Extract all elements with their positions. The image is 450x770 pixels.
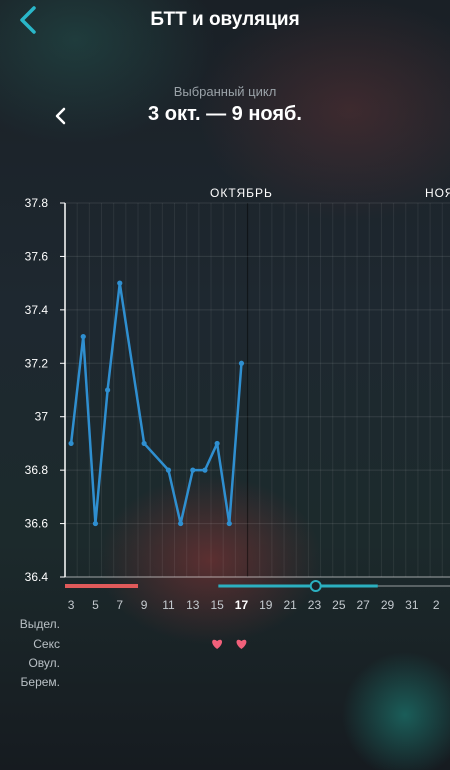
sex-marks	[212, 639, 247, 649]
data-point	[214, 440, 220, 447]
page-title: БТТ и овуляция	[150, 9, 300, 30]
cycle-range: 3 окт. — 9 нояб.	[148, 103, 302, 125]
y-tick-label: 37.6	[25, 249, 49, 263]
prev-cycle-chevron-icon[interactable]	[50, 104, 72, 128]
data-point	[238, 360, 245, 366]
month-labels: ОКТЯБРЬ НОЯ	[210, 186, 450, 200]
x-tick-label: 29	[381, 598, 395, 612]
x-tick-label: 15	[210, 598, 224, 612]
x-tick-label: 19	[259, 598, 273, 612]
y-tick-label: 37.2	[25, 356, 49, 370]
heart-icon	[212, 639, 223, 649]
data-point	[68, 440, 74, 447]
chart-grid	[64, 202, 450, 578]
today-marker	[309, 580, 322, 592]
back-chevron-icon[interactable]	[14, 4, 44, 36]
x-tick-label: 11	[162, 598, 175, 612]
data-point	[178, 520, 184, 527]
month-label: НОЯ	[425, 186, 450, 200]
cycle-bars	[65, 580, 450, 592]
x-axis: 3 5 7 9 11 13 15 17 19 21 23 25 27 29 31 2	[68, 598, 440, 612]
month-label: ОКТЯБРЬ	[210, 186, 273, 200]
series-line	[69, 281, 243, 525]
legend-pregnancy: Берем.	[20, 675, 60, 689]
heart-icon	[236, 639, 247, 649]
y-tick-label: 37.4	[25, 303, 49, 317]
data-point	[190, 467, 196, 473]
x-tick-label: 3	[68, 598, 75, 612]
y-tick-label: 36.6	[25, 517, 49, 531]
data-point	[80, 333, 86, 340]
x-tick-label: 21	[283, 598, 297, 612]
x-tick-label: 13	[186, 598, 200, 612]
cycle-caption: Выбранный цикл	[173, 84, 277, 99]
x-tick-label: 2	[433, 598, 440, 612]
data-point	[165, 467, 172, 473]
legend-ovulation: Овул.	[28, 656, 60, 670]
x-tick-label: 25	[332, 598, 346, 612]
y-tick-label: 36.8	[25, 463, 49, 477]
data-point	[117, 280, 123, 286]
data-point	[226, 520, 232, 527]
x-tick-label: 17	[235, 598, 249, 612]
y-tick-label: 37	[35, 410, 49, 424]
x-tick-label: 31	[405, 598, 419, 612]
x-tick-label: 9	[141, 598, 148, 612]
y-tick-label: 37.8	[25, 196, 49, 210]
x-tick-label: 7	[116, 598, 123, 612]
x-tick-label: 5	[92, 598, 99, 612]
temperature-series	[68, 280, 245, 527]
x-tick-label: 23	[308, 598, 322, 612]
y-axis: 37.8 37.6 37.4 37.2 37 36.8 36.6 36.4	[25, 196, 65, 584]
y-tick-label: 36.4	[25, 570, 49, 584]
header: БТТ и овуляция	[0, 0, 450, 44]
legend-sex: Секс	[33, 637, 60, 651]
data-point	[92, 520, 99, 527]
legend-discharge: Выдел.	[19, 617, 60, 631]
data-point	[141, 440, 147, 447]
data-point	[104, 387, 111, 393]
data-point	[202, 467, 208, 473]
x-tick-label: 27	[356, 598, 370, 612]
